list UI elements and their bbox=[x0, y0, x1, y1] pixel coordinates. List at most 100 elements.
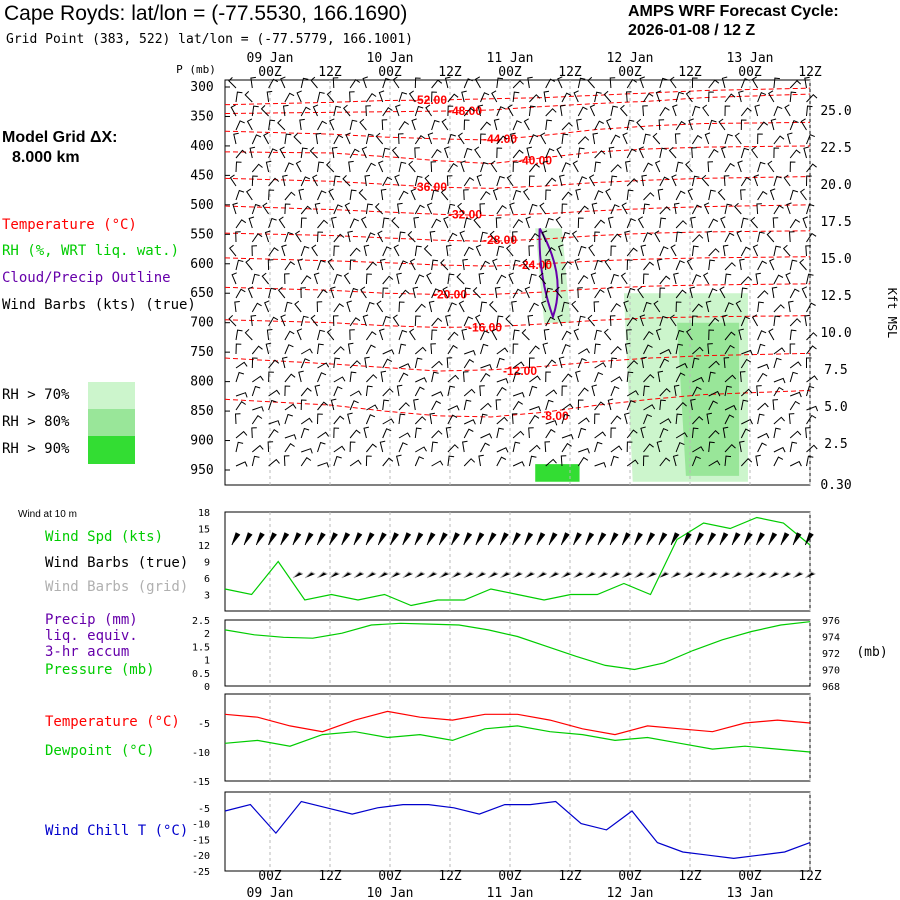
wind-barb bbox=[414, 416, 427, 425]
wind-barb bbox=[458, 300, 465, 313]
bottom-time-label: 00Z bbox=[738, 869, 762, 884]
wind-barb bbox=[578, 348, 590, 355]
wind-barb bbox=[414, 135, 426, 145]
surface-grid-barb bbox=[329, 571, 340, 579]
wind-barb bbox=[724, 443, 736, 453]
wind-barb bbox=[675, 260, 685, 271]
wind-barb bbox=[757, 290, 769, 299]
wind-barb bbox=[773, 77, 780, 89]
wind-barb bbox=[594, 441, 603, 453]
wind-barb bbox=[268, 189, 275, 201]
wind-barb bbox=[377, 230, 384, 243]
wind-barb bbox=[474, 76, 481, 89]
temp-contour-label: -52.00 bbox=[413, 93, 447, 107]
wind-barb bbox=[688, 118, 694, 131]
wind-barb bbox=[588, 244, 596, 257]
wind-barb bbox=[740, 189, 746, 201]
wind-barb bbox=[675, 442, 685, 453]
surface-wind-barb bbox=[414, 532, 424, 546]
wind-barb bbox=[717, 188, 726, 201]
surface-grid-barb bbox=[658, 571, 670, 579]
surface-wind-barb bbox=[695, 532, 704, 546]
wind-barb bbox=[561, 92, 572, 103]
wind-barb bbox=[623, 300, 629, 313]
wind-barb bbox=[492, 188, 499, 201]
cloud-outline bbox=[538, 227, 559, 320]
wind-barb bbox=[431, 360, 443, 369]
wind-barb bbox=[235, 219, 247, 229]
wind-barb bbox=[528, 233, 540, 243]
page-title: Cape Royds: lat/lon = (-77.5530, 166.169… bbox=[4, 2, 408, 25]
p-tick-label: 950 bbox=[190, 463, 213, 478]
wind-barb bbox=[463, 388, 476, 397]
wind-barb bbox=[349, 459, 362, 467]
wind-barb bbox=[626, 287, 636, 299]
surface-wind-barb bbox=[438, 532, 448, 546]
wind-barb bbox=[610, 445, 623, 453]
wind-barb bbox=[496, 135, 508, 145]
wind-barb bbox=[349, 329, 355, 341]
wind-barb bbox=[506, 174, 514, 187]
wind-barb bbox=[626, 390, 639, 397]
wind-barb bbox=[691, 274, 702, 285]
wind-barb bbox=[361, 146, 368, 159]
wind-barb bbox=[412, 286, 419, 299]
wind-barb bbox=[640, 426, 646, 439]
wind-barb bbox=[708, 91, 714, 103]
wind-barb bbox=[480, 301, 487, 313]
wind-barb bbox=[359, 118, 367, 131]
p-axis-label: P (mb) bbox=[176, 63, 216, 76]
wind-barb bbox=[284, 191, 296, 201]
wind-barb bbox=[773, 347, 786, 355]
wind-barb bbox=[235, 401, 246, 411]
wind-barb bbox=[672, 104, 678, 117]
wind-barb bbox=[414, 105, 424, 117]
wind-barb bbox=[268, 217, 277, 229]
wind-barb bbox=[442, 286, 449, 299]
wind-barb bbox=[494, 286, 501, 299]
wind-barb bbox=[806, 273, 814, 285]
surface-wind-barb bbox=[597, 532, 607, 546]
wind-speed-tick: 9 bbox=[204, 558, 210, 569]
wind-barb bbox=[413, 398, 419, 411]
wind-barb bbox=[655, 90, 662, 103]
wind-barb bbox=[557, 76, 563, 89]
wind-barb bbox=[496, 245, 505, 257]
wind-barb bbox=[393, 244, 400, 257]
wind-barb bbox=[545, 458, 557, 467]
wind-barb bbox=[691, 315, 698, 327]
wind-barb bbox=[675, 343, 683, 355]
wind-barb bbox=[577, 387, 589, 397]
wind-barb bbox=[720, 146, 727, 159]
wind-barb bbox=[708, 460, 721, 467]
wind-barb bbox=[623, 412, 630, 425]
wind-barb bbox=[641, 356, 647, 369]
wind-barb bbox=[659, 275, 671, 285]
wind-barb bbox=[544, 259, 551, 271]
wind-barb bbox=[626, 259, 633, 271]
wind-barb bbox=[643, 414, 652, 425]
legend-dewpoint: Dewpoint (°C) bbox=[45, 743, 155, 759]
wind-barb bbox=[268, 371, 274, 383]
wind-barb bbox=[265, 342, 272, 355]
height-tick-label: 5.0 bbox=[824, 400, 847, 415]
wind-barb bbox=[281, 244, 287, 257]
wind-barb bbox=[496, 106, 506, 117]
wind-barb bbox=[526, 146, 533, 159]
wind-barb bbox=[374, 203, 384, 215]
legend-precip-liq: liq. equiv. bbox=[45, 628, 138, 644]
wind-barb bbox=[751, 314, 759, 327]
wind-barb bbox=[542, 160, 549, 173]
forecast-cycle: AMPS WRF Forecast Cycle: 2026-01-08 / 12… bbox=[628, 2, 839, 40]
wind-barb bbox=[772, 217, 779, 229]
wind-barb bbox=[740, 428, 751, 439]
wind-barb bbox=[773, 315, 781, 327]
wind-barb bbox=[463, 119, 470, 131]
bottom-date-label: 12 Jan bbox=[607, 886, 654, 900]
surface-wind-barb bbox=[512, 532, 521, 546]
wind-barb bbox=[280, 314, 286, 327]
wind-barb bbox=[724, 162, 735, 173]
wind-barb bbox=[643, 92, 654, 103]
surface-grid-barb bbox=[317, 571, 328, 579]
wind-barb bbox=[659, 457, 671, 467]
